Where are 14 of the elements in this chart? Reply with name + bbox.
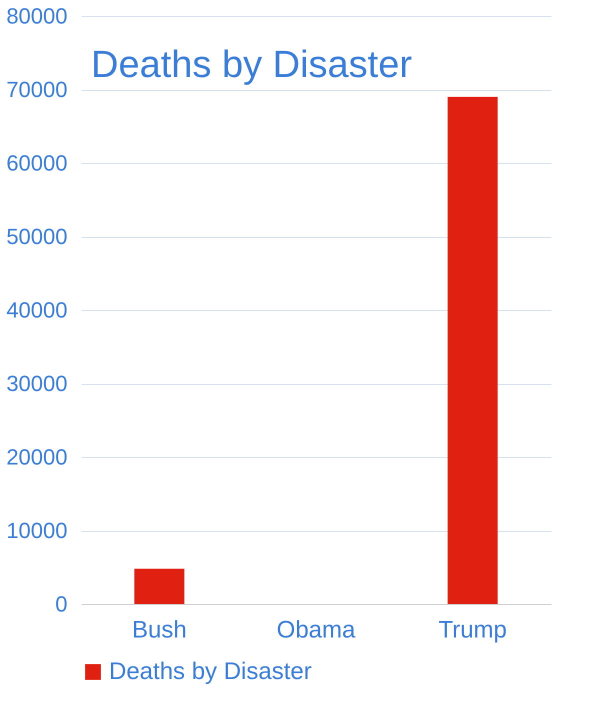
x-tick-label: Trump — [438, 616, 507, 644]
legend-label: Deaths by Disaster — [109, 658, 312, 685]
y-tick-label: 80000 — [6, 4, 68, 28]
y-tick-label: 60000 — [6, 150, 68, 176]
text: Deaths by Disaster — [91, 44, 412, 86]
y-tick-label: 30000 — [6, 371, 68, 396]
y-tick-label: 0 — [55, 592, 68, 616]
y-tick-label: 40000 — [6, 298, 68, 322]
y-tick-label: 50000 — [6, 224, 68, 249]
y-tick-label: 10000 — [6, 518, 68, 543]
x-tick-label: Bush — [132, 616, 187, 644]
x-tick-label: Obama — [276, 616, 356, 644]
y-tick-label: 70000 — [6, 77, 68, 102]
y-tick-label: 20000 — [6, 444, 68, 470]
